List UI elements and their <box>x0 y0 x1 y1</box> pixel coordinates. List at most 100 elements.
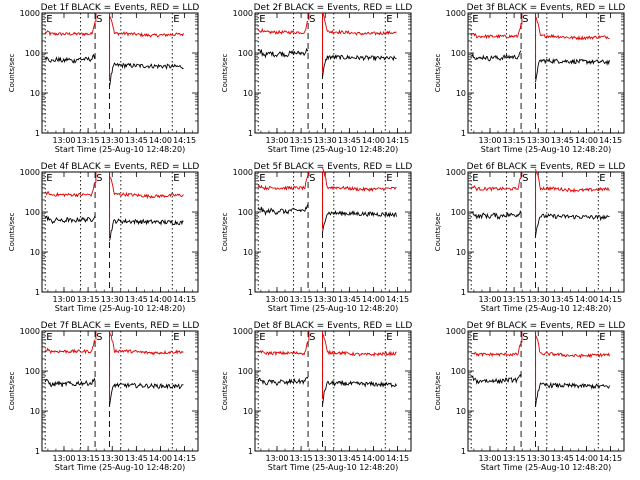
marker-label: E <box>173 173 179 184</box>
lld-series-line <box>470 16 610 41</box>
y-axis-label: Counts/sec <box>221 54 229 93</box>
x-tick-label: 13:15 <box>290 454 313 463</box>
marker-label: S <box>96 14 102 25</box>
x-tick-label: 13:15 <box>503 136 526 145</box>
marker-label: E <box>472 332 478 343</box>
x-tick-label: 14:15 <box>386 454 409 463</box>
panel-6: Det 6f BLACK = Events, RED = LLD 1 10 100 10… <box>434 162 625 313</box>
panel-title: Det 5f BLACK = Events, RED = LLD <box>254 162 413 172</box>
plot-frame <box>467 330 625 452</box>
y-tick-label: 100 <box>25 49 40 58</box>
y-tick-label: 1000 <box>20 168 40 177</box>
marker-label: E <box>472 173 478 184</box>
marker-label: E <box>599 332 605 343</box>
y-tick-label: 1 <box>248 129 253 138</box>
lld-series-line <box>44 15 184 38</box>
x-tick-label: 13:30 <box>101 136 124 145</box>
y-tick-label: 100 <box>451 49 466 58</box>
x-axis-label: Start Time (25-Aug-10 12:48:20) <box>481 145 612 154</box>
panel-7: Det 7f BLACK = Events, RED = LLD 1 10 100 10… <box>8 321 199 472</box>
y-tick-label: 1 <box>461 447 466 456</box>
marker-label: E <box>386 332 392 343</box>
marker-label: S <box>522 14 528 25</box>
x-tick-label: 13:30 <box>314 454 337 463</box>
x-tick-label: 13:00 <box>478 136 501 145</box>
y-axis-label: Counts/sec <box>8 213 16 252</box>
events-series-line <box>257 376 397 406</box>
x-tick-label: 13:45 <box>125 454 148 463</box>
x-tick-label: 13:00 <box>52 136 75 145</box>
marker-label: E <box>599 14 605 25</box>
lld-series-line <box>470 335 610 359</box>
panel-1: Det 1f BLACK = Events, RED = LLD 1 10 100 10… <box>8 3 199 154</box>
marker-label: E <box>173 332 179 343</box>
plot-frame <box>41 12 199 134</box>
panel-9: Det 9f BLACK = Events, RED = LLD 1 10 100 10… <box>434 321 625 472</box>
panel-2: Det 2f BLACK = Events, RED = LLD 1 10 100 10… <box>221 3 412 154</box>
y-axis-label: Counts/sec <box>221 213 229 252</box>
y-tick-label: 100 <box>451 208 466 217</box>
x-tick-label: 14:00 <box>575 136 598 145</box>
y-axis-label: Counts/sec <box>434 54 442 93</box>
y-tick-label: 1 <box>35 129 40 138</box>
x-axis-label: Start Time (25-Aug-10 12:48:20) <box>481 304 612 313</box>
x-axis-label: Start Time (25-Aug-10 12:48:20) <box>55 463 186 472</box>
x-tick-label: 13:45 <box>338 295 361 304</box>
x-axis-label: Start Time (25-Aug-10 12:48:20) <box>481 463 612 472</box>
x-tick-label: 13:15 <box>77 295 100 304</box>
y-tick-label: 1000 <box>446 9 466 18</box>
lld-series-line <box>470 168 610 193</box>
y-tick-label: 10 <box>30 248 40 257</box>
plot-frame <box>41 171 199 293</box>
y-tick-label: 1 <box>248 288 253 297</box>
y-tick-label: 100 <box>238 367 253 376</box>
marker-label: S <box>309 332 315 343</box>
y-tick-label: 10 <box>456 248 466 257</box>
events-series-line <box>44 215 184 241</box>
marker-label: S <box>522 173 528 184</box>
panel-title: Det 4f BLACK = Events, RED = LLD <box>41 162 200 172</box>
x-tick-label: 13:15 <box>290 136 313 145</box>
x-tick-label: 13:45 <box>125 295 148 304</box>
x-tick-label: 13:45 <box>338 454 361 463</box>
events-series-line <box>470 210 610 237</box>
events-series-line <box>470 50 610 83</box>
x-tick-label: 13:30 <box>101 295 124 304</box>
plot-frame <box>254 171 412 293</box>
events-series-line <box>44 377 184 407</box>
x-tick-label: 13:15 <box>77 454 100 463</box>
x-tick-label: 14:00 <box>362 295 385 304</box>
y-axis-label: Counts/sec <box>434 213 442 252</box>
x-tick-label: 13:45 <box>551 454 574 463</box>
y-tick-label: 10 <box>456 407 466 416</box>
y-tick-label: 1000 <box>20 9 40 18</box>
y-tick-label: 1000 <box>233 327 253 336</box>
x-axis-label: Start Time (25-Aug-10 12:48:20) <box>55 145 186 154</box>
x-tick-label: 13:00 <box>52 454 75 463</box>
marker-label: E <box>46 14 52 25</box>
events-series-line <box>44 53 184 87</box>
x-tick-label: 13:00 <box>265 295 288 304</box>
events-series-line <box>257 204 397 233</box>
events-series-line <box>257 47 397 78</box>
x-tick-label: 13:15 <box>503 295 526 304</box>
lld-series-line <box>257 167 397 193</box>
panel-title: Det 8f BLACK = Events, RED = LLD <box>254 321 413 331</box>
y-tick-label: 1000 <box>233 168 253 177</box>
y-tick-label: 10 <box>243 407 253 416</box>
x-axis-label: Start Time (25-Aug-10 12:48:20) <box>268 304 399 313</box>
lld-series-line <box>257 12 397 36</box>
events-series-line <box>471 373 610 407</box>
x-tick-label: 13:15 <box>77 136 100 145</box>
marker-label: S <box>96 173 102 184</box>
marker-label: S <box>96 332 102 343</box>
plot-frame <box>41 330 199 452</box>
lld-series-line <box>44 331 184 356</box>
x-tick-label: 14:00 <box>362 454 385 463</box>
x-tick-label: 14:15 <box>173 136 196 145</box>
y-tick-label: 10 <box>243 248 253 257</box>
x-tick-label: 14:15 <box>173 295 196 304</box>
y-tick-label: 1000 <box>20 327 40 336</box>
panel-title: Det 6f BLACK = Events, RED = LLD <box>467 162 626 172</box>
